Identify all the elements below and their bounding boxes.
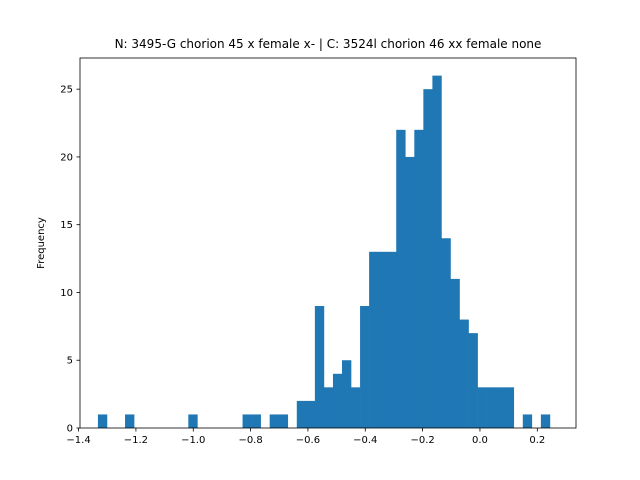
histogram-bar (305, 400, 316, 428)
y-axis: 0 5 10 15 20 25 (60, 85, 80, 435)
histogram-bar (423, 89, 433, 429)
histogram-bar (314, 306, 325, 428)
histogram-bar (396, 129, 406, 429)
histogram-bar (540, 414, 551, 428)
x-tick-label: −0.4 (353, 435, 377, 446)
histogram-bar (387, 251, 397, 428)
y-axis-label: Frequency (36, 217, 47, 269)
histogram-bar (242, 414, 252, 428)
histogram-bar (323, 387, 334, 428)
histogram-bar (495, 387, 506, 428)
histogram-bar (251, 414, 261, 428)
histogram-bar (486, 387, 496, 428)
histogram-bar (441, 238, 451, 428)
histogram-bar (477, 387, 487, 428)
y-tick-label: 10 (60, 288, 73, 299)
histogram-bar (378, 251, 388, 428)
histogram-bar (414, 129, 424, 429)
histogram-bar (468, 333, 478, 428)
x-tick-label: −1.2 (124, 435, 148, 446)
x-tick-label: −1.4 (66, 435, 90, 446)
y-tick-label: 5 (67, 356, 73, 367)
x-axis: −1.4 −1.2 −1.0 −0.8 −0.6 −0.4 −0.2 0.0 0.2 (66, 428, 545, 446)
y-tick-label: 25 (60, 85, 73, 96)
y-tick-label: 15 (60, 220, 73, 231)
histogram-bar (188, 414, 198, 428)
x-tick-label: −1.0 (181, 435, 205, 446)
histogram-bar (522, 414, 533, 428)
plot-frame (79, 57, 577, 429)
histogram-bar (504, 387, 515, 428)
histogram-bar (369, 251, 379, 428)
histogram-bar (459, 319, 469, 428)
x-tick-label: −0.6 (296, 435, 320, 446)
histogram-bar (450, 278, 460, 428)
x-tick-label: −0.8 (238, 435, 262, 446)
histogram-bar (360, 306, 370, 428)
histogram-bar (332, 373, 343, 428)
x-tick-label: −0.2 (410, 435, 434, 446)
x-tick-label: 0.0 (472, 435, 488, 446)
chart-title: N: 3495-G chorion 45 x female x- | C: 35… (115, 37, 542, 51)
y-tick-label: 20 (60, 152, 73, 163)
histogram-bar (125, 414, 135, 428)
histogram-bar (296, 400, 307, 428)
histogram-bar (351, 387, 361, 428)
histogram-bar (269, 414, 280, 428)
bars-group (97, 75, 551, 429)
histogram-bar (341, 360, 352, 428)
histogram-bar (432, 75, 442, 428)
histogram-bar (97, 414, 108, 428)
histogram-bar (405, 156, 415, 428)
x-tick-label: 0.2 (529, 435, 545, 446)
y-tick-label: 0 (67, 424, 73, 435)
histogram-bar (278, 414, 289, 428)
